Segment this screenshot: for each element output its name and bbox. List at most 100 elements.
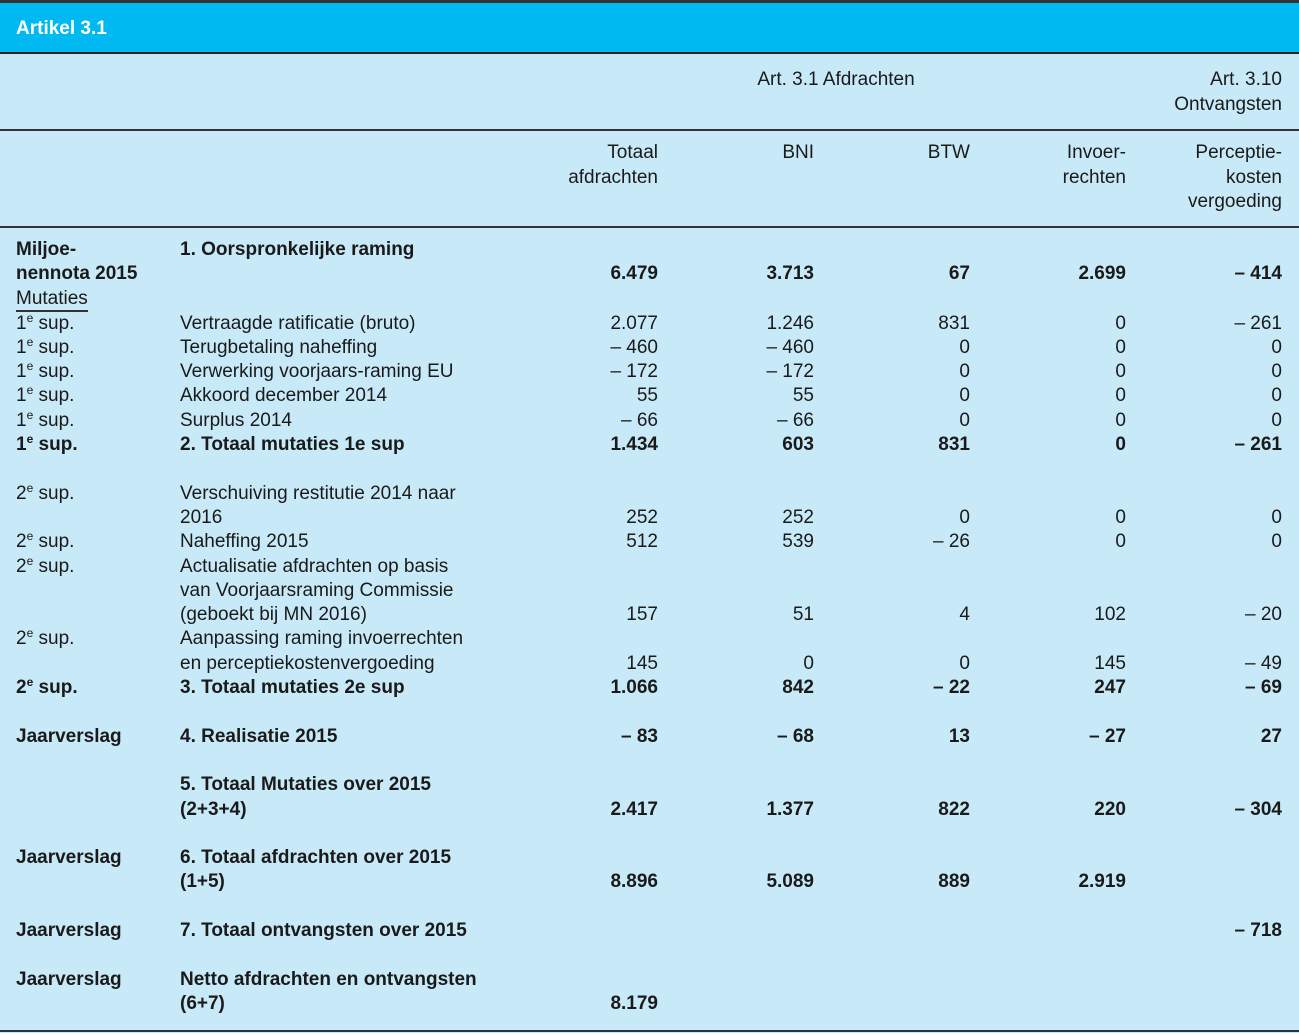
- row-description: 2. Totaal mutaties 1e sup: [180, 433, 480, 457]
- cell-value: 0: [959, 652, 970, 674]
- cell-value: 13: [948, 725, 970, 747]
- row-label-line: Miljoe-: [16, 238, 180, 262]
- cell-value: – 68: [777, 725, 814, 747]
- row-label-text: Jaarverslag: [16, 847, 122, 869]
- row-label: 2e sup.: [16, 627, 180, 676]
- cell-value: – 20: [1245, 604, 1282, 626]
- cell-value: – 172: [766, 361, 814, 383]
- row-label: 2e sup.: [16, 676, 180, 700]
- cell-value: 0: [1115, 434, 1126, 456]
- cell-value: 0: [1115, 336, 1126, 358]
- cell-value: 0: [1115, 385, 1126, 407]
- cell-value: – 26: [933, 531, 970, 553]
- row-description-line: 3. Totaal mutaties 2e sup: [180, 677, 405, 699]
- column-header: BTW: [820, 141, 970, 166]
- row-description: Verschuiving restitutie 2014 naar 2016: [180, 482, 480, 531]
- table-row: Miljoe-nennota 2015 1. Oorspronkelijke ra…: [0, 238, 1299, 287]
- row-label-line: Mutaties: [16, 287, 180, 312]
- cell-value: 0: [1271, 531, 1282, 553]
- row-description: Actualisatie afdrachten op basis van Voor…: [180, 555, 480, 628]
- supplement-suffix: sup.: [33, 336, 75, 358]
- cell-value: 67: [948, 263, 970, 285]
- row-description-line: 6. Totaal afdrachten over 2015: [180, 847, 452, 869]
- cell-value: 0: [1271, 336, 1282, 358]
- column-header: Totaal afdrachten: [508, 141, 658, 190]
- row-description: Akkoord december 2014: [180, 384, 480, 408]
- cell-value: 842: [782, 677, 814, 699]
- column-header-line: vergoeding: [1187, 191, 1282, 212]
- divider: [0, 1030, 1299, 1032]
- row-label: 1e sup.: [16, 336, 180, 360]
- row-description: Naheffing 2015: [180, 530, 480, 554]
- cell-value: 27: [1260, 725, 1282, 747]
- row-label-line: Jaarverslag: [16, 725, 180, 749]
- row-label: Jaarverslag: [16, 968, 180, 1017]
- cell-value: 0: [803, 652, 814, 674]
- supplement-label: 1e sup.: [16, 384, 180, 408]
- table-body: Miljoe-nennota 2015 1. Oorspronkelijke ra…: [0, 238, 1299, 1016]
- cell-value: – 460: [766, 336, 814, 358]
- row-label: 1e sup.: [16, 433, 180, 457]
- row-description-line: Naheffing 2015: [180, 531, 309, 553]
- cell-value: 247: [1094, 677, 1126, 699]
- cell-value: 1.246: [766, 312, 814, 334]
- cell-value: 0: [959, 361, 970, 383]
- cell-value: – 49: [1245, 652, 1282, 674]
- cell-value: 0: [1271, 506, 1282, 528]
- row-label: Mutaties: [16, 287, 180, 312]
- supplement-number: 1: [16, 312, 27, 334]
- supplement-number: 2: [16, 531, 27, 553]
- table-row: Jaarverslag 7. Totaal ontvangsten over 20…: [0, 919, 1299, 943]
- superscript: e: [26, 675, 34, 690]
- table-row: Jaarverslag 4. Realisatie 2015 – 83 – 68 13 –…: [0, 725, 1299, 749]
- table-row: 2e sup. 3. Totaal mutaties 2e sup 1.066 842…: [0, 676, 1299, 700]
- column-header-line: BNI: [782, 142, 814, 163]
- supplement-suffix: sup.: [33, 385, 75, 407]
- supplement-number: 1: [16, 336, 27, 358]
- supplement-label: 1e sup.: [16, 360, 180, 384]
- row-description: 6. Totaal afdrachten over 2015 (1+5): [180, 846, 480, 895]
- supplement-number: 1: [16, 385, 27, 407]
- cell-value: – 460: [610, 336, 658, 358]
- cell-value: 0: [1271, 361, 1282, 383]
- row-label: 1e sup.: [16, 360, 180, 384]
- table-row: Jaarverslag 6. Totaal afdrachten over 201…: [0, 846, 1299, 895]
- row-description-line: 2. Totaal mutaties 1e sup: [180, 434, 405, 456]
- cell-value: 0: [1115, 531, 1126, 553]
- cell-value: 0: [959, 385, 970, 407]
- supplement-suffix: sup.: [33, 677, 78, 699]
- cell-value: – 718: [1234, 920, 1282, 942]
- row-label: Jaarverslag: [16, 919, 180, 943]
- cell-value: 3.713: [766, 263, 814, 285]
- superscript: e: [26, 626, 34, 641]
- superscript: e: [26, 383, 34, 398]
- supplement-number: 2: [16, 482, 27, 504]
- supplement-suffix: sup.: [33, 434, 78, 456]
- row-description-line: 7. Totaal ontvangsten over 2015: [180, 920, 467, 942]
- cell-value: 55: [792, 385, 814, 407]
- row-description-line: Aanpassing raming invoerrechten: [180, 628, 464, 650]
- row-label-text: nennota 2015: [16, 263, 138, 285]
- row-description-line: Verschuiving restitutie 2014 naar: [180, 482, 456, 504]
- cell-value: 252: [626, 506, 658, 528]
- row-description-line: Terugbetaling naheffing: [180, 336, 378, 358]
- cell-value: 4: [959, 604, 970, 626]
- table-row: 2e sup. Aanpassing raming invoerrechten en…: [0, 627, 1299, 676]
- supplement-suffix: sup.: [33, 628, 75, 650]
- row-description: [180, 287, 480, 312]
- cell-value: 0: [959, 336, 970, 358]
- column-header-line: Invoer-: [1066, 142, 1126, 163]
- row-description: Verwerking voorjaars-raming EU: [180, 360, 480, 384]
- row-description-line: 1. Oorspronkelijke raming: [180, 239, 415, 260]
- row-label-line: Jaarverslag: [16, 968, 180, 992]
- cell-value: 0: [1115, 312, 1126, 334]
- cell-value: 512: [626, 531, 658, 553]
- supplement-label: 2e sup.: [16, 530, 180, 554]
- column-header-line: kosten: [1226, 166, 1282, 188]
- cell-value: 2.919: [1078, 871, 1126, 893]
- cell-value: 55: [636, 385, 658, 407]
- cell-value: – 414: [1234, 263, 1282, 285]
- table-title-bar: Artikel 3.1: [0, 0, 1299, 54]
- row-label-line: Jaarverslag: [16, 919, 180, 943]
- supplement-suffix: sup.: [33, 531, 75, 553]
